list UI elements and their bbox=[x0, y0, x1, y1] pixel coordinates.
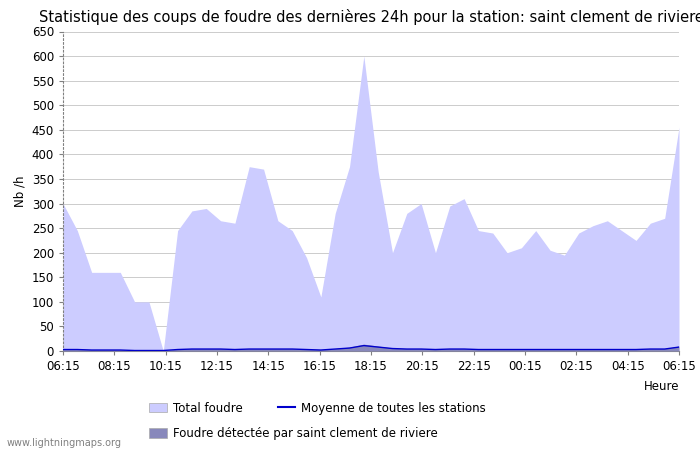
Text: www.lightningmaps.org: www.lightningmaps.org bbox=[7, 438, 122, 448]
Y-axis label: Nb /h: Nb /h bbox=[13, 176, 26, 207]
Title: Statistique des coups de foudre des dernières 24h pour la station: saint clement: Statistique des coups de foudre des dern… bbox=[38, 9, 700, 25]
Legend: Foudre détectée par saint clement de riviere: Foudre détectée par saint clement de riv… bbox=[149, 427, 438, 440]
Text: Heure: Heure bbox=[643, 380, 679, 393]
